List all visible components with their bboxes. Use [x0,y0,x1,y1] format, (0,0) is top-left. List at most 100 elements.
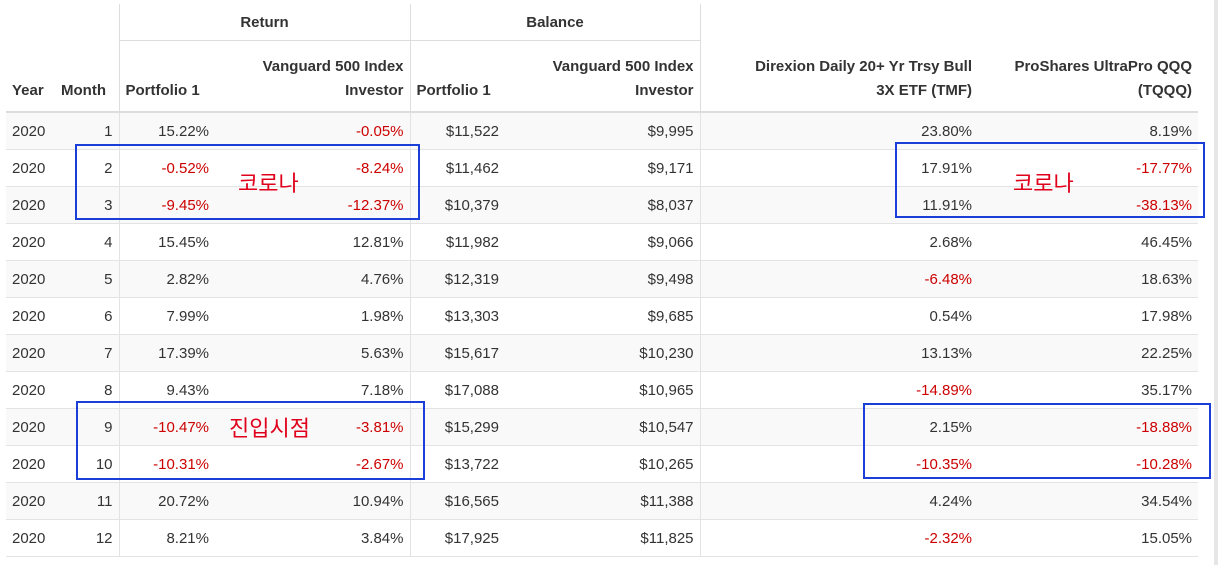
return-group-header: Return [118,4,410,41]
cell-bal-v: $9,995 [505,112,701,150]
year-header[interactable]: Year [6,40,55,113]
table-row: 2020 11 20.72% 10.94% $16,565 $11,388 4.24% 34.… [6,482,1199,520]
table-row: 2020 9 -10.47% -3.81% $15,299 $10,547 2.15% -18… [6,408,1199,446]
cell-ret-p1: -10.31% [118,445,215,483]
cell-tqqq: 18.63% [978,260,1199,298]
cell-tqqq: 17.98% [978,297,1199,335]
cell-tmf: -6.48% [699,260,979,298]
cell-year: 2020 [6,223,55,261]
cell-ret-v: 10.94% [215,482,410,520]
cell-year: 2020 [6,334,55,372]
cell-year: 2020 [6,112,55,150]
column-header-row: Year Month Portfolio 1 Vanguard 500 Inde… [6,40,1199,113]
cell-tmf: 2.68% [699,223,979,261]
cell-month: 2 [55,149,119,187]
cell-tqqq: 15.05% [978,519,1199,557]
table-row: 2020 3 -9.45% -12.37% $10,379 $8,037 11.91% -38… [6,186,1199,224]
cell-bal-p1: $16,565 [409,482,505,520]
cell-month: 10 [55,445,119,483]
balance-vanguard-header[interactable]: Vanguard 500 Index Investor [505,40,701,113]
cell-tqqq: 34.54% [978,482,1199,520]
cell-bal-v: $10,965 [505,371,701,409]
balance-portfolio-header[interactable]: Portfolio 1 [409,40,505,113]
group-header-row: Return Balance [6,4,1199,41]
cell-month: 1 [55,112,119,150]
cell-tqqq: 22.25% [978,334,1199,372]
cell-ret-p1: 20.72% [118,482,215,520]
tqqq-header[interactable]: ProShares UltraPro QQQ (TQQQ) [978,40,1199,113]
cell-year: 2020 [6,371,55,409]
cell-year: 2020 [6,445,55,483]
cell-bal-p1: $12,319 [409,260,505,298]
cell-ret-p1: 7.99% [118,297,215,335]
cell-ret-p1: -10.47% [118,408,215,446]
cell-bal-v: $10,547 [505,408,701,446]
cell-ret-v: 4.76% [215,260,410,298]
cell-bal-v: $11,388 [505,482,701,520]
cell-year: 2020 [6,186,55,224]
corona-left-note: 코로나 [238,172,299,197]
cell-ret-v: -0.05% [215,112,410,150]
cell-tmf: 0.54% [699,297,979,335]
cell-bal-v: $9,066 [505,223,701,261]
return-vanguard-header[interactable]: Vanguard 500 Index Investor [215,40,410,113]
cell-ret-v: 12.81% [215,223,410,261]
cell-ret-p1: -0.52% [118,149,215,187]
cell-tmf: 2.15% [699,408,979,446]
table-row: 2020 10 -10.31% -2.67% $13,722 $10,265 -10.35%… [6,445,1199,483]
cell-bal-p1: $11,982 [409,223,505,261]
cell-tmf: -2.32% [699,519,979,557]
table-row: 2020 12 8.21% 3.84% $17,925 $11,825 -2.32% 15.0… [6,519,1199,557]
cell-ret-p1: 15.22% [118,112,215,150]
cell-year: 2020 [6,408,55,446]
cell-tmf: 4.24% [699,482,979,520]
cell-bal-v: $9,171 [505,149,701,187]
cell-month: 4 [55,223,119,261]
cell-month: 3 [55,186,119,224]
cell-ret-v: 1.98% [215,297,410,335]
cell-year: 2020 [6,260,55,298]
cell-ret-v: 5.63% [215,334,410,372]
cell-bal-p1: $10,379 [409,186,505,224]
cell-tqqq: -10.28% [978,445,1199,483]
cell-tqqq: -17.77% [978,149,1199,187]
cell-ret-v: 3.84% [215,519,410,557]
cell-bal-p1: $17,925 [409,519,505,557]
cell-bal-v: $9,498 [505,260,701,298]
cell-bal-v: $10,265 [505,445,701,483]
cell-month: 11 [55,482,119,520]
cell-tqqq: -18.88% [978,408,1199,446]
table-row: 2020 7 17.39% 5.63% $15,617 $10,230 13.13% 22.2… [6,334,1199,372]
cell-ret-v: -2.67% [215,445,410,483]
entry-right-box [863,403,1211,479]
cell-tqqq: 35.17% [978,371,1199,409]
cell-tmf: -10.35% [699,445,979,483]
cell-year: 2020 [6,297,55,335]
cell-month: 7 [55,334,119,372]
cell-tmf: -14.89% [699,371,979,409]
cell-bal-p1: $11,522 [409,112,505,150]
cell-ret-p1: 8.21% [118,519,215,557]
return-portfolio-header[interactable]: Portfolio 1 [118,40,215,113]
table-row: 2020 5 2.82% 4.76% $12,319 $9,498 -6.48% 18.63% [6,260,1199,298]
tmf-header[interactable]: Direxion Daily 20+ Yr Trsy Bull 3X ETF (T… [699,40,979,113]
cell-tqqq: 46.45% [978,223,1199,261]
cell-bal-v: $10,230 [505,334,701,372]
cell-month: 12 [55,519,119,557]
vertical-scrollbar[interactable] [1214,0,1218,565]
cell-ret-p1: -9.45% [118,186,215,224]
cell-ret-p1: 15.45% [118,223,215,261]
cell-year: 2020 [6,149,55,187]
corona-right-note: 코로나 [1013,172,1074,197]
table-row: 2020 6 7.99% 1.98% $13,303 $9,685 0.54% 17.98% [6,297,1199,335]
cell-month: 6 [55,297,119,335]
cell-bal-p1: $15,617 [409,334,505,372]
cell-ret-v: -12.37% [215,186,410,224]
entry-left-box [76,401,425,480]
cell-tmf: 17.91% [699,149,979,187]
month-header[interactable]: Month [55,40,119,113]
cell-bal-p1: $13,303 [409,297,505,335]
cell-year: 2020 [6,519,55,557]
cell-year: 2020 [6,482,55,520]
cell-bal-v: $11,825 [505,519,701,557]
